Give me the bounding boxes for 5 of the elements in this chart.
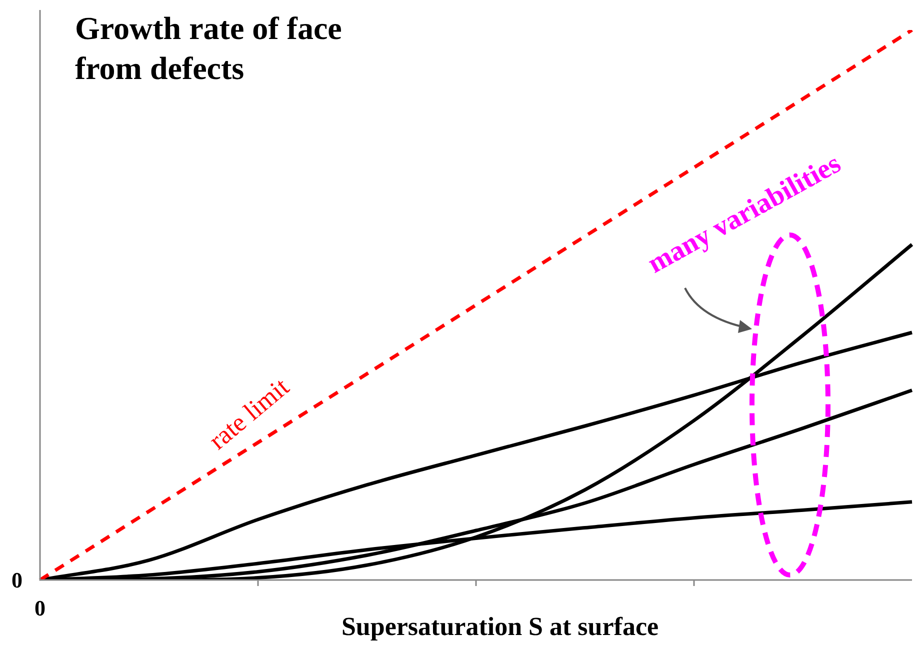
chart-title: Growth rate of face from defects: [75, 9, 343, 88]
x-axis-title: Supersaturation S at surface: [340, 612, 660, 642]
annotation: rate limit: [203, 372, 296, 456]
text: 0: [12, 568, 22, 593]
text: 0: [34, 596, 46, 621]
